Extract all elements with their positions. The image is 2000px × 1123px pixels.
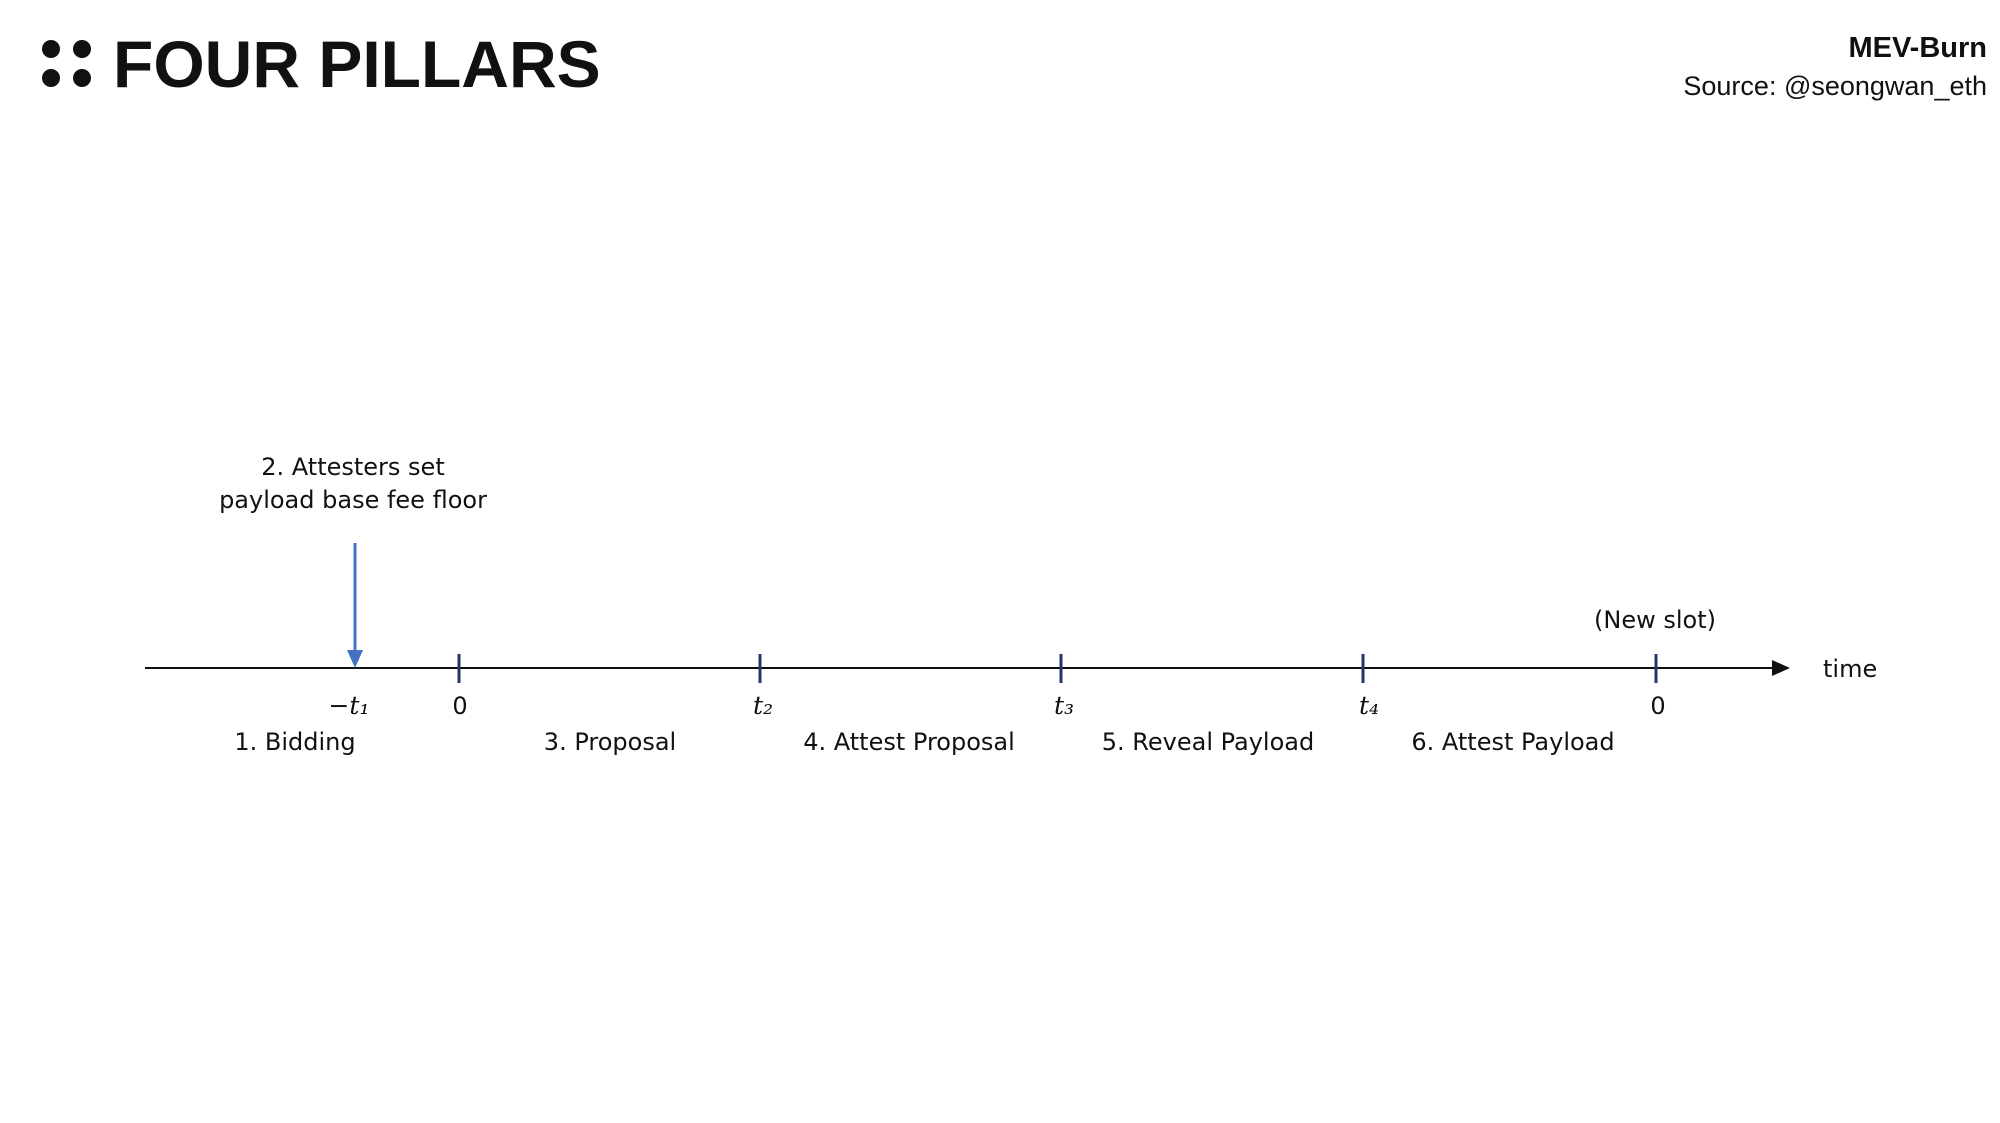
logo [42, 40, 91, 87]
title: FOUR PILLARS [113, 27, 601, 101]
annotation: payload base fee floor [219, 486, 487, 514]
phase-label: 1. Bidding [234, 728, 355, 756]
tick-label: t₃ [1054, 691, 1074, 720]
tick-label: t₂ [753, 691, 773, 720]
tick-label: 0 [452, 692, 467, 720]
phase-label: 5. Reveal Payload [1102, 728, 1314, 756]
end-note: (New slot) [1594, 606, 1716, 634]
tick-label: t₄ [1359, 691, 1379, 720]
logo-dot [73, 69, 91, 87]
logo-dot [73, 40, 91, 58]
logo-dot [42, 69, 60, 87]
annotation: 2. Attesters set [261, 453, 444, 481]
logo-dot [42, 40, 60, 58]
phase-label: 3. Proposal [544, 728, 676, 756]
subtitle: MEV-Burn [1848, 32, 1987, 64]
tick-label: 0 [1650, 692, 1665, 720]
timeline: −t₁ 0 t₂ t₃ t₄ 0 1. Bidding 3. Proposal 4. Attes… [219, 453, 1877, 756]
axis-label: time [1823, 655, 1877, 683]
phase-label: 4. Attest Proposal [803, 728, 1015, 756]
phase-label: 6. Attest Payload [1411, 728, 1614, 756]
tick-label: −t₁ [328, 691, 369, 720]
source: Source: @seongwan_eth [1683, 71, 1987, 101]
axis-arrow [1772, 660, 1790, 676]
annotation-arrowhead [347, 650, 363, 668]
